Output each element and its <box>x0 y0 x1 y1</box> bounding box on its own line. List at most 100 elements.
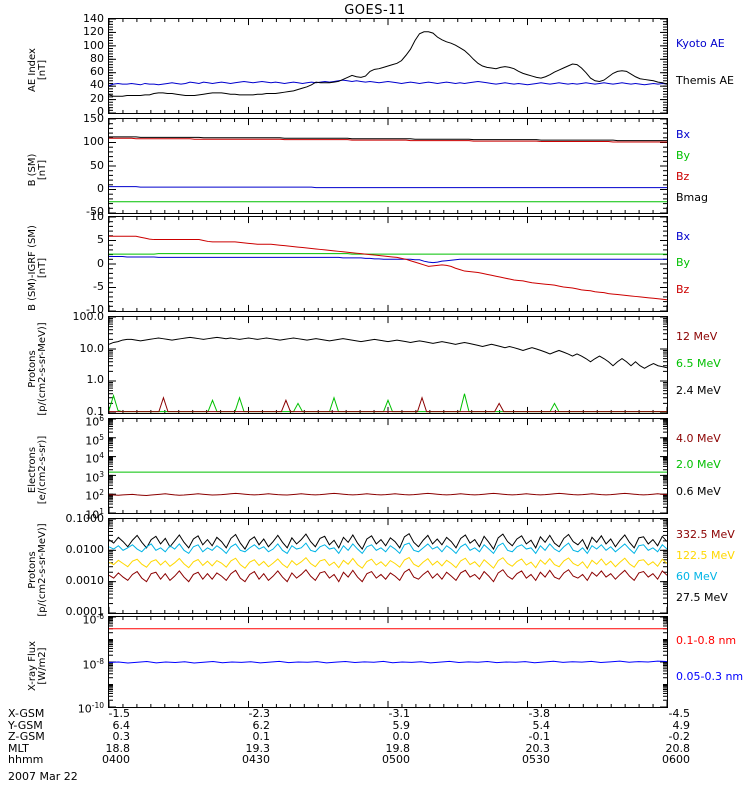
y-tick-labels-protons-high: 0.0001 0.0010 0.0100 0.1000 <box>36 513 105 618</box>
y-tick-label: 101 <box>85 506 104 522</box>
y-tick-label: 20 <box>90 91 104 105</box>
series-line-kyoto-ae <box>109 80 667 85</box>
series-line-332-5-mev <box>109 569 667 581</box>
x-axis-row-label-mlt: MLT <box>8 741 29 755</box>
x-axis-row-label-x-gsm: X-GSM <box>8 707 45 720</box>
y-tick-label: 50 <box>90 158 104 172</box>
y-axis-label-xray-flux: X-ray Flux [W/m2] <box>27 640 48 692</box>
y-tick-labels-b-sm: -50 0 50 100 150 <box>36 113 104 218</box>
y-tick-label: 0.0001 <box>65 604 105 618</box>
y-tick-label: 0.0100 <box>65 543 105 556</box>
y-tick-labels-electrons: 101 102 103 104 105 106 <box>36 414 104 521</box>
date-stamp: 2007 Mar 22 <box>8 770 78 783</box>
x-axis-value: 0530 <box>522 753 550 766</box>
series-line-0-6-mev <box>109 493 667 495</box>
series-line-themis-ae <box>109 32 667 96</box>
legend-item-bx: Bx <box>676 229 691 243</box>
legend-item-27-5-mev: 27.5 MeV <box>676 591 728 605</box>
y-tick-label: 100 <box>83 38 104 52</box>
plot-area-ae-index <box>109 19 667 113</box>
x-axis-value: 0.0 <box>392 730 411 743</box>
x-axis-value: 0400 <box>102 753 130 766</box>
series-line-12-mev <box>109 398 667 412</box>
y-tick-label: 0.0010 <box>65 574 105 587</box>
y-tick-labels-b-sm-minus-igrf: -10 -5 0 5 10 <box>36 211 104 315</box>
x-axis-value: 6.2 <box>252 718 271 732</box>
plot-area-xray-flux <box>109 617 667 707</box>
legend-item-2-4-mev: 2.4 MeV <box>676 384 721 398</box>
y-tick-label: -5 <box>93 279 104 293</box>
x-axis-value: -3.1 <box>388 707 410 720</box>
series-line-2-4-mev <box>109 337 667 368</box>
x-axis-row-label-y-gsm: Y-GSM <box>8 718 43 732</box>
x-axis-value: -4.5 <box>668 707 690 720</box>
panel-electrons <box>108 418 668 514</box>
series-line-bz <box>109 138 667 142</box>
series-line-bx <box>109 256 667 262</box>
y-tick-label: 10.0 <box>79 341 105 355</box>
y-tick-label: 60 <box>90 65 104 79</box>
series-line-bz <box>109 236 667 299</box>
legend-item-by: By <box>676 149 691 163</box>
x-axis-value: -2.3 <box>248 707 270 720</box>
legend-item-12-mev: 12 MeV <box>676 329 718 343</box>
y-tick-label: 10 <box>90 210 104 223</box>
panel-b-sm-minus-igrf <box>108 216 668 312</box>
y-tick-label: -50 <box>86 205 104 218</box>
series-line-bmag <box>109 137 667 141</box>
x-axis-value: -0.1 <box>528 730 550 743</box>
x-axis-value: 20.8 <box>665 741 691 755</box>
x-axis-value: -0.2 <box>668 730 690 743</box>
series-line-60-mev <box>109 543 667 553</box>
x-axis-value: 19.8 <box>385 741 411 755</box>
legend-item-bmag: Bmag <box>676 191 708 205</box>
x-axis-value: 6.4 <box>112 718 131 732</box>
x-axis-value: 0430 <box>242 753 270 766</box>
y-tick-label: 100 <box>83 135 104 149</box>
y-tick-label: 104 <box>85 451 104 466</box>
panel-protons-low <box>108 316 668 414</box>
legend-item-bx: Bx <box>676 128 691 142</box>
plot-area-protons-low <box>109 317 667 413</box>
x-axis-value: 0500 <box>382 753 410 766</box>
legend-item-by: By <box>676 256 691 270</box>
y-tick-label: 100.0 <box>72 310 105 323</box>
x-axis-value: 4.9 <box>672 718 691 732</box>
y-tick-label: 10-8 <box>82 656 104 672</box>
y-tick-label: 0.1 <box>86 404 105 418</box>
legend-item-60-mev: 60 MeV <box>676 570 718 584</box>
series-line-bx <box>109 187 667 188</box>
y-tick-label: 106 <box>85 414 104 429</box>
y-tick-labels-xray-flux: 10-10 10-8 10-6 <box>36 612 104 715</box>
x-axis-value: -3.8 <box>528 707 550 720</box>
legend-item-bz: Bz <box>676 170 690 184</box>
y-tick-label: 0 <box>97 105 104 118</box>
x-axis-value: 0.1 <box>252 730 271 743</box>
y-tick-label: 150 <box>83 112 104 125</box>
legend-item-4-0-mev: 4.0 MeV <box>676 431 721 445</box>
y-tick-label: 10-10 <box>77 700 104 716</box>
x-axis-value: 19.3 <box>245 741 271 755</box>
legend-item-themis-ae: Themis AE <box>676 74 734 88</box>
x-axis-row-label-z-gsm: Z-GSM <box>8 730 45 743</box>
y-tick-label: 1.0 <box>86 373 105 387</box>
y-tick-label: 5 <box>97 233 104 247</box>
x-axis-value: 20.3 <box>525 741 551 755</box>
y-tick-label: 120 <box>83 25 104 39</box>
y-tick-label: 0 <box>97 256 104 270</box>
y-tick-label: 105 <box>85 432 104 448</box>
y-tick-label: 0.1000 <box>65 512 105 525</box>
x-axis-value: 5.4 <box>532 718 551 732</box>
panel-ae-index <box>108 18 668 114</box>
y-tick-label: 140 <box>83 12 104 25</box>
panel-protons-high <box>108 518 668 614</box>
y-tick-labels-protons-low: 0.1 1.0 10.0 100.0 <box>36 311 105 418</box>
x-axis-value: -1.5 <box>108 707 130 720</box>
legend-item-2-0-mev: 2.0 MeV <box>676 458 721 472</box>
y-tick-label: 103 <box>85 469 104 485</box>
legend-item-332-5-mev: 332.5 MeV <box>676 528 735 542</box>
y-tick-label: 40 <box>90 78 104 92</box>
y-tick-labels-ae-index: 0 20 40 60 80 100 120 140 <box>36 13 104 118</box>
legend-item-bz: Bz <box>676 283 690 296</box>
legend-item-6-5-mev: 6.5 MeV <box>676 357 721 371</box>
